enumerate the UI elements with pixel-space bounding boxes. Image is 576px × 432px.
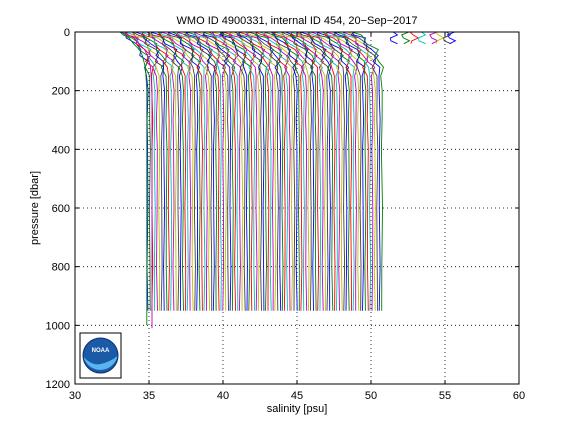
- profile-line: [182, 31, 211, 311]
- profile-line: [166, 31, 196, 311]
- profile-line: [310, 31, 341, 311]
- profile-line: [119, 31, 148, 326]
- profile-line: [171, 31, 201, 311]
- profile-line: [208, 31, 237, 311]
- y-tick-label: 0: [64, 27, 70, 39]
- profile-line: [289, 31, 317, 311]
- profile-line: [148, 31, 177, 311]
- x-tick-label: 55: [439, 390, 451, 402]
- y-tick-label: 200: [52, 86, 70, 98]
- profile-line: [296, 31, 325, 311]
- x-tick-label: 60: [513, 390, 525, 402]
- profile-line: [236, 31, 265, 311]
- profile-line: [131, 31, 161, 311]
- y-axis-label: pressure [dbar]: [29, 171, 41, 245]
- x-tick-label: 30: [69, 390, 81, 402]
- profile-line: [280, 31, 310, 311]
- profile-line: [157, 31, 187, 311]
- profile-line: [228, 31, 256, 311]
- x-tick-label: 50: [365, 390, 377, 402]
- x-tick-label: 35: [143, 390, 155, 402]
- profile-line: [197, 31, 227, 311]
- profile-line: [285, 31, 315, 311]
- surface-profile-line: [418, 31, 427, 45]
- profile-line: [336, 31, 367, 311]
- profile-line: [255, 31, 282, 311]
- profile-line: [150, 31, 183, 311]
- profile-line: [316, 31, 343, 311]
- profile-line: [297, 31, 327, 311]
- profile-line: [332, 31, 362, 311]
- x-tick-label: 45: [291, 390, 303, 402]
- profile-line: [245, 31, 273, 311]
- profile-line: [323, 31, 353, 311]
- y-tick-label: 800: [52, 262, 70, 274]
- y-tick-label: 1000: [46, 320, 70, 332]
- profile-line: [289, 31, 323, 311]
- profile-line: [263, 31, 297, 311]
- profiles: [119, 31, 457, 329]
- profile-line: [176, 31, 210, 311]
- profile-line: [202, 31, 230, 311]
- surface-profile-line: [429, 31, 439, 45]
- profile-line: [321, 31, 350, 311]
- profile-line: [350, 31, 379, 311]
- x-axis-label: salinity [psu]: [267, 403, 328, 415]
- profile-line: [131, 31, 159, 311]
- profile-line: [270, 31, 299, 311]
- profile-line: [141, 31, 168, 311]
- profile-line: [299, 31, 332, 311]
- profile-line: [262, 31, 291, 311]
- profile-line: [333, 31, 360, 311]
- profile-line: [342, 31, 369, 311]
- profile-line: [281, 31, 308, 311]
- profile-line: [218, 31, 248, 311]
- profile-line: [274, 31, 305, 311]
- profile-line: [193, 31, 220, 311]
- profile-line: [124, 31, 153, 329]
- chart-title: WMO ID 4900331, internal ID 454, 20−Sep−…: [177, 15, 418, 27]
- profile-line: [315, 31, 350, 311]
- y-tick-label: 600: [52, 203, 70, 215]
- profile-line: [160, 31, 192, 311]
- profile-line: [212, 31, 244, 311]
- y-tick-label: 1200: [46, 379, 70, 391]
- profile-line: [307, 31, 334, 311]
- noaa-logo-text: NOAA: [92, 348, 110, 354]
- profile-line: [351, 31, 385, 311]
- profile-line: [219, 31, 246, 311]
- profile-line: [120, 31, 149, 311]
- profile-line: [209, 31, 239, 311]
- profile-line: [192, 31, 222, 311]
- profile-line: [228, 31, 262, 311]
- surface-profile-line: [390, 31, 399, 45]
- profile-line: [175, 31, 203, 311]
- profile-line: [259, 31, 289, 311]
- profile-line: [183, 31, 213, 311]
- profile-line: [157, 31, 185, 311]
- y-tick-label: 400: [52, 144, 70, 156]
- surface-profile-line: [401, 31, 411, 45]
- profile-line: [306, 31, 336, 311]
- profile-line: [168, 32, 194, 311]
- profile-line: [202, 31, 236, 311]
- profile-line: [135, 31, 166, 311]
- x-tick-label: 40: [217, 390, 229, 402]
- profile-line: [244, 31, 274, 311]
- profile-line: [222, 31, 253, 311]
- noaa-logo: NOAA: [79, 332, 122, 379]
- profile-line: [248, 31, 279, 311]
- profile-line: [186, 31, 218, 311]
- profile-line: [271, 31, 300, 311]
- surface-profile-line: [446, 31, 457, 45]
